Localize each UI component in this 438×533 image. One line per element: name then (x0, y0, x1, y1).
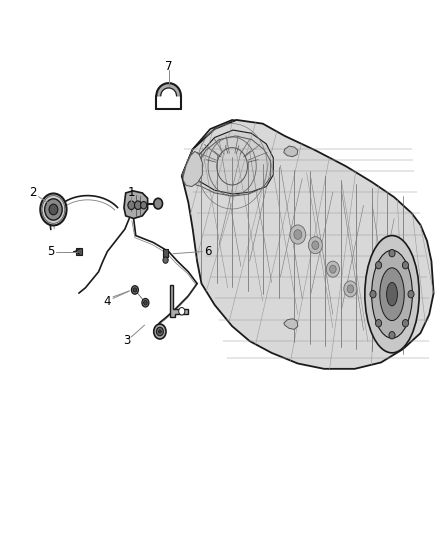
Circle shape (141, 201, 147, 209)
Polygon shape (191, 130, 273, 194)
Text: 7: 7 (165, 60, 173, 73)
Circle shape (128, 201, 135, 209)
Circle shape (370, 290, 376, 298)
Polygon shape (124, 191, 148, 219)
Circle shape (347, 285, 354, 293)
Ellipse shape (365, 236, 419, 353)
Polygon shape (182, 120, 434, 369)
Circle shape (144, 301, 147, 305)
Circle shape (389, 249, 395, 257)
Circle shape (403, 262, 409, 269)
Circle shape (308, 237, 322, 254)
Circle shape (163, 257, 168, 263)
Polygon shape (182, 120, 280, 196)
Polygon shape (284, 146, 298, 157)
Polygon shape (284, 319, 298, 329)
Polygon shape (170, 285, 188, 317)
Circle shape (49, 204, 58, 215)
Text: 3: 3 (124, 334, 131, 346)
Circle shape (408, 290, 414, 298)
Circle shape (375, 319, 381, 327)
Ellipse shape (371, 250, 413, 338)
Circle shape (403, 319, 409, 327)
Circle shape (375, 262, 381, 269)
Circle shape (133, 288, 137, 292)
Circle shape (154, 198, 162, 209)
Circle shape (312, 241, 319, 249)
Circle shape (40, 193, 67, 225)
Ellipse shape (387, 282, 397, 306)
Circle shape (344, 281, 357, 297)
Text: 5: 5 (47, 245, 54, 258)
Circle shape (329, 265, 336, 273)
Bar (163, 249, 168, 257)
Circle shape (294, 230, 302, 239)
Text: 1: 1 (127, 187, 135, 199)
Circle shape (326, 261, 339, 277)
Polygon shape (183, 151, 202, 187)
Circle shape (179, 308, 185, 315)
Text: 2: 2 (29, 187, 37, 199)
Circle shape (156, 327, 163, 336)
Circle shape (45, 199, 62, 220)
Polygon shape (156, 83, 181, 96)
Circle shape (154, 324, 166, 339)
Bar (76, 248, 82, 255)
Circle shape (131, 286, 138, 294)
Circle shape (142, 298, 149, 307)
Circle shape (134, 201, 141, 209)
Text: 6: 6 (204, 245, 212, 258)
Circle shape (290, 225, 306, 244)
Text: 4: 4 (103, 295, 111, 308)
Circle shape (389, 332, 395, 339)
Circle shape (159, 330, 161, 333)
Ellipse shape (380, 268, 404, 321)
